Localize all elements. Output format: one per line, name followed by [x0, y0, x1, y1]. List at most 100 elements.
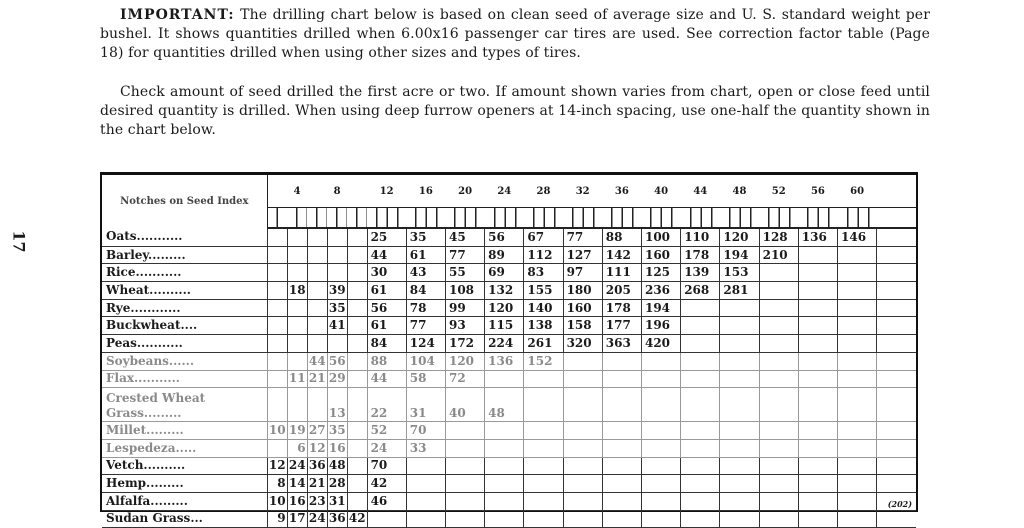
seed-quantity-cell: 177	[601, 316, 642, 336]
seed-quantity-cell: 136	[484, 352, 524, 371]
seed-quantity-cell: 69	[484, 263, 524, 283]
seed-quantity-cell	[346, 299, 368, 318]
seed-quantity-cell	[562, 492, 603, 511]
seed-quantity-cell	[719, 370, 760, 389]
seed-quantity-cell	[640, 352, 681, 371]
seed-quantity-cell	[523, 387, 564, 423]
seed-quantity-cell: 89	[484, 246, 524, 265]
seed-quantity-cell	[640, 370, 681, 389]
seed-quantity-cell	[876, 370, 916, 389]
table-row: Oats........... 25 35 45 56 67 77 88 100 110 120 12…	[102, 228, 916, 247]
seed-quantity-cell	[758, 316, 799, 336]
seed-quantity-cell: 120	[719, 228, 760, 247]
seed-quantity-cell: 172	[444, 334, 485, 353]
seed-quantity-cell	[876, 457, 916, 476]
seed-quantity-cell: 152	[523, 352, 564, 371]
seed-quantity-cell	[876, 474, 916, 493]
seed-quantity-cell	[523, 474, 564, 493]
seed-quantity-cell	[836, 370, 877, 389]
seed-quantity-cell: 261	[523, 334, 564, 353]
seed-quantity-cell: 158	[562, 316, 603, 336]
seed-quantity-cell	[601, 474, 642, 493]
seed-name: Alfalfa.........	[102, 492, 268, 511]
seed-quantity-cell	[797, 299, 838, 318]
seed-quantity-cell	[640, 439, 681, 458]
seed-quantity-cell	[836, 457, 877, 476]
seed-name: Sudan Grass...	[102, 510, 268, 528]
drilling-chart-table: Notches on Seed Index 4 8 12 16 20 24 28 32 36 40…	[102, 175, 916, 528]
seed-quantity-cell	[562, 370, 603, 389]
seed-quantity-cell: 48	[326, 457, 348, 476]
seed-quantity-cell: 153	[719, 263, 760, 283]
seed-quantity-cell: 99	[444, 299, 485, 318]
seed-quantity-cell: 61	[405, 246, 446, 265]
seed-quantity-cell: 39	[326, 281, 348, 300]
seed-quantity-cell: 155	[523, 281, 564, 300]
seed-quantity-cell	[346, 474, 368, 493]
seed-quantity-cell	[680, 421, 720, 440]
seed-quantity-cell	[719, 510, 760, 528]
column-header: 36	[614, 185, 629, 197]
seed-quantity-cell	[484, 510, 524, 528]
notch-ticks	[307, 207, 328, 229]
seed-quantity-cell: 12	[306, 439, 328, 458]
seed-quantity-cell	[680, 474, 720, 493]
seed-quantity-cell	[876, 228, 916, 247]
seed-quantity-cell	[836, 421, 877, 440]
seed-quantity-cell: 160	[640, 246, 681, 265]
notch-tick-row	[102, 207, 916, 229]
table-row: Flax........... 11 21 29 44 58 72	[102, 370, 916, 389]
seed-quantity-cell: 42	[346, 510, 368, 528]
seed-quantity-cell	[680, 510, 720, 528]
seed-quantity-cell	[326, 228, 348, 247]
table-row: Barley......... 44 61 77 89 112 127 142 160 178 19…	[102, 246, 916, 265]
seed-quantity-cell	[444, 510, 485, 528]
seed-quantity-cell	[601, 352, 642, 371]
notch-ticks	[719, 207, 760, 229]
seed-quantity-cell	[444, 492, 485, 511]
seed-quantity-cell	[484, 370, 524, 389]
seed-quantity-cell: 140	[523, 299, 564, 318]
seed-quantity-cell	[601, 492, 642, 511]
notch-ticks	[798, 207, 838, 229]
seed-quantity-cell	[266, 387, 288, 423]
notch-ticks	[759, 207, 799, 229]
seed-quantity-cell: 21	[306, 370, 328, 389]
seed-quantity-cell	[719, 387, 760, 423]
seed-quantity-cell: 77	[444, 246, 485, 265]
seed-quantity-cell: 23	[306, 492, 328, 511]
seed-quantity-cell	[797, 370, 838, 389]
notch-ticks	[347, 207, 368, 229]
seed-quantity-cell	[797, 439, 838, 458]
seed-quantity-cell	[719, 299, 760, 318]
seed-quantity-cell	[266, 281, 288, 300]
seed-quantity-cell	[562, 421, 603, 440]
seed-quantity-cell	[346, 439, 368, 458]
seed-quantity-cell	[286, 316, 308, 336]
seed-quantity-cell: 88	[601, 228, 642, 247]
seed-quantity-cell	[719, 439, 760, 458]
seed-quantity-cell: 33	[405, 439, 446, 458]
seed-quantity-cell	[346, 316, 368, 336]
seed-quantity-cell: 58	[405, 370, 446, 389]
seed-quantity-cell	[306, 263, 328, 283]
seed-quantity-cell	[758, 457, 799, 476]
seed-quantity-cell	[876, 281, 916, 300]
seed-quantity-cell: 194	[719, 246, 760, 265]
seed-quantity-cell	[758, 387, 799, 423]
seed-quantity-cell	[286, 228, 308, 247]
seed-quantity-cell	[836, 281, 877, 300]
column-header: 48	[732, 185, 747, 197]
seed-quantity-cell	[346, 352, 368, 371]
seed-quantity-cell: 178	[680, 246, 720, 265]
seed-quantity-cell	[836, 246, 877, 265]
seed-quantity-cell	[836, 474, 877, 493]
seed-quantity-cell: 97	[562, 263, 603, 283]
seed-quantity-cell	[797, 334, 838, 353]
seed-quantity-cell	[266, 228, 288, 247]
seed-quantity-cell	[680, 492, 720, 511]
seed-quantity-cell	[836, 263, 877, 283]
column-header	[267, 175, 287, 208]
seed-quantity-cell: 56	[366, 299, 407, 318]
seed-quantity-cell: 125	[640, 263, 681, 283]
